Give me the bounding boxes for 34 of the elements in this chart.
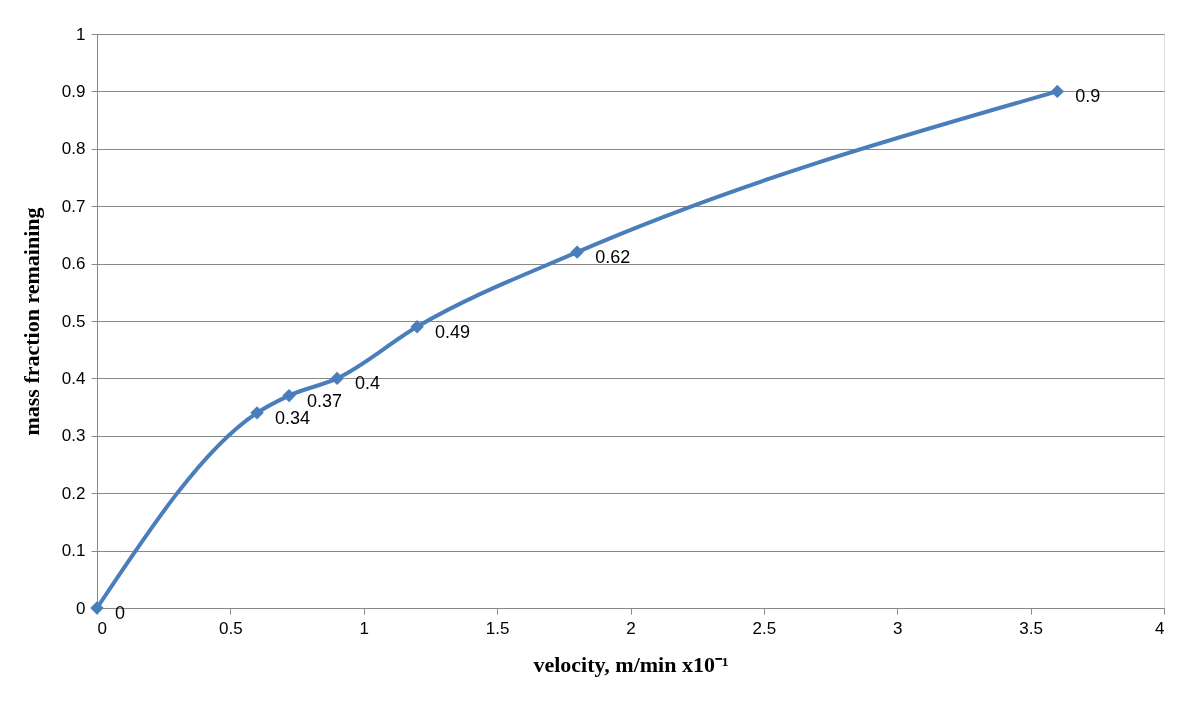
point [330,371,344,386]
point [282,388,296,403]
y-tick-label: 1 [76,24,86,44]
x-tick-label: 3 [893,618,903,638]
data-label: 0.4 [355,373,381,394]
y-tick-label: 0.9 [61,81,86,101]
y-tick-label: 0.5 [61,311,86,331]
y-tick-label: 0 [76,598,86,618]
x-tick-label: 0.5 [219,618,243,638]
x-axis-title: velocity, m/min x10⁻¹ [533,651,729,677]
x-tick-label: 2 [626,618,636,638]
y-tick-label: 0.7 [61,196,86,216]
y-tick-label: 0.6 [61,254,86,274]
y-tick-label: 0.1 [61,541,86,561]
x-tick-label: 1.5 [485,618,510,638]
data-label: 0 [115,603,126,623]
y-tick-label: 0.2 [61,483,86,503]
x-tick-label: 3.5 [1019,618,1043,638]
point [250,406,264,420]
x-tick-label: 2.5 [752,618,777,638]
x-tick-label: 4 [1155,618,1165,638]
data-label: 0.9 [1075,86,1101,107]
y-tick-label: 0.3 [61,426,86,446]
data-label: 0.62 [595,247,631,268]
point [410,320,424,334]
y-tick-label: 0.8 [61,139,86,159]
point [1050,84,1065,99]
data-label: 0.49 [435,321,471,342]
x-tick-label: 1 [359,618,369,638]
y-tick-label: 0.4 [61,368,86,388]
x-tick-label: 0 [97,618,107,638]
point [570,245,584,259]
y-axis-title: mass fraction remaining [18,207,44,436]
point [90,601,104,615]
